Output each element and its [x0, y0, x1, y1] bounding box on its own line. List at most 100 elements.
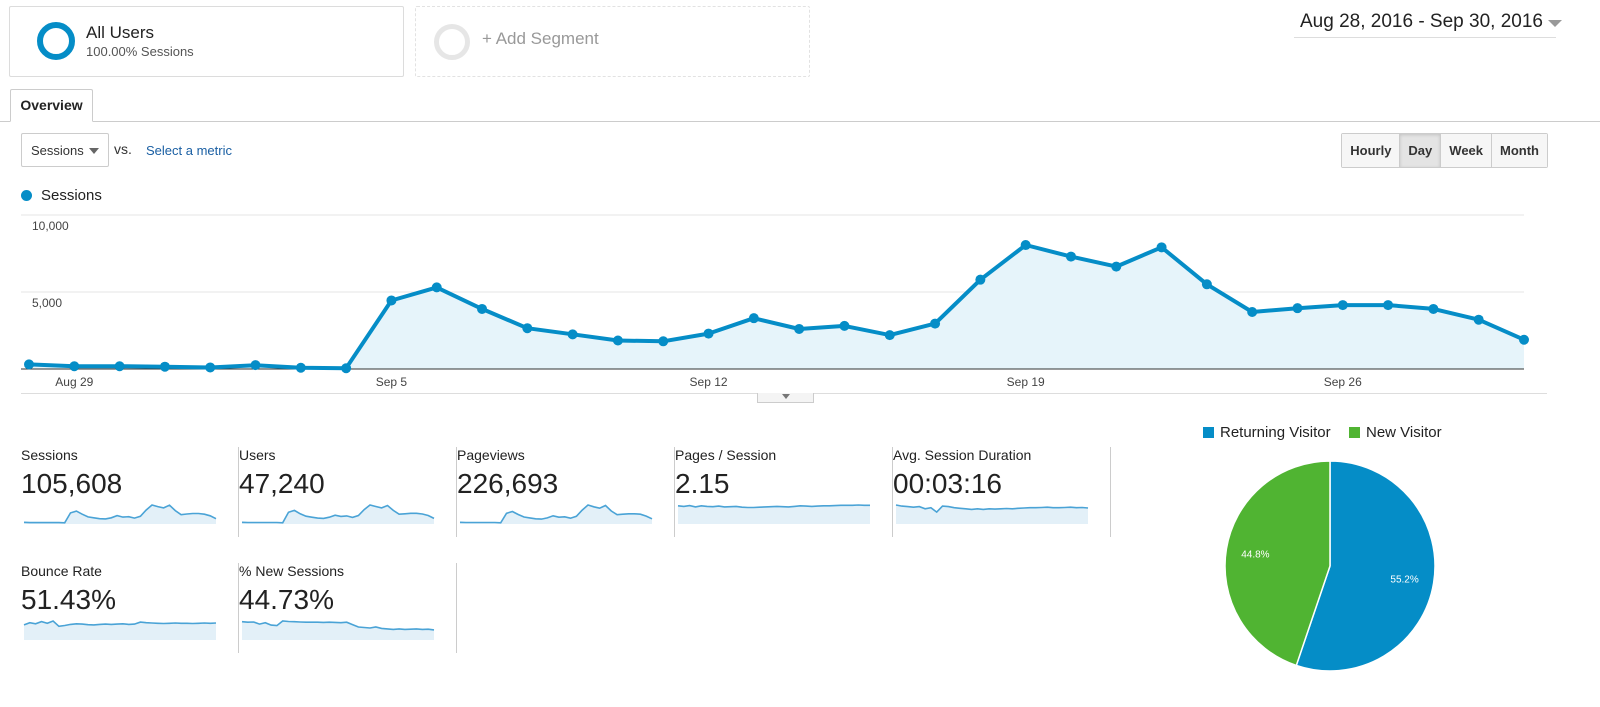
sparkline-area	[242, 621, 434, 640]
data-point	[1065, 251, 1076, 262]
sparkline-line	[241, 620, 435, 631]
sessions-area	[29, 245, 1524, 369]
sparkline-line	[23, 504, 217, 524]
sparkline-line	[677, 504, 870, 509]
granularity-week-button[interactable]: Week	[1440, 134, 1492, 167]
sparkline-area	[24, 505, 216, 524]
stat-card-avg-session-duration[interactable]: Avg. Session Duration 00:03:16	[893, 447, 1111, 537]
stat-card-pageviews[interactable]: Pageviews 226,693	[457, 447, 675, 537]
data-point	[159, 361, 170, 372]
y-tick-label: 5,000	[32, 296, 62, 310]
select-metric-link[interactable]: Select a metric	[146, 143, 232, 158]
stat-value: 105,608	[21, 468, 123, 499]
stat-value: 00:03:16	[893, 468, 1002, 499]
pie-legend-label: New Visitor	[1366, 424, 1442, 441]
granularity-day-button[interactable]: Day	[1399, 134, 1441, 167]
data-point	[386, 295, 397, 306]
data-point	[1111, 261, 1122, 272]
data-point	[477, 303, 488, 314]
data-point	[794, 323, 805, 334]
data-point	[1201, 279, 1212, 290]
data-point	[341, 363, 352, 374]
sparkline	[459, 504, 653, 524]
x-tick-label: Sep 5	[376, 375, 408, 389]
stat-label: Sessions	[21, 447, 78, 463]
pie-legend-returning[interactable]: Returning Visitor	[1203, 424, 1331, 441]
tab-divider	[0, 121, 1600, 122]
stat-label: Users	[239, 447, 276, 463]
chevron-down-icon	[1548, 20, 1562, 27]
chevron-down-icon	[89, 148, 99, 154]
sessions-legend-dot	[21, 190, 32, 201]
pie-slice	[1224, 460, 1331, 667]
empty-segment-ring-icon	[434, 24, 470, 60]
pie-slice	[1295, 460, 1436, 672]
granularity-hourly-button[interactable]: Hourly	[1342, 134, 1400, 167]
data-point	[24, 359, 34, 370]
data-point	[431, 282, 442, 293]
data-point	[1519, 334, 1529, 345]
segment-title: All Users	[86, 23, 155, 42]
y-tick-label: 10,000	[32, 219, 69, 233]
stat-card-pages-per-session[interactable]: Pages / Session 2.15	[675, 447, 893, 537]
stat-card-bounce-rate[interactable]: Bounce Rate 51.43%	[21, 563, 239, 653]
add-segment-button[interactable]: + Add Segment	[415, 6, 810, 77]
new-visitor-swatch	[1349, 427, 1360, 438]
data-point	[522, 323, 533, 334]
x-tick-label: Sep 12	[690, 375, 728, 389]
sessions-line-chart: 5,000 10,000 Aug 29 Sep 5 Sep 12 Sep 19 Sep 26	[21, 214, 1529, 389]
sparkline-line	[459, 504, 653, 524]
date-range-picker[interactable]: Aug 28, 2016 - Sep 30, 2016	[1294, 8, 1562, 38]
data-point	[250, 360, 261, 371]
granularity-toggle: Hourly Day Week Month	[1341, 133, 1548, 168]
pie-slice-label: 44.8%	[1241, 550, 1269, 561]
x-tick-label: Sep 26	[1324, 375, 1362, 389]
metric-select-value: Sessions	[31, 143, 84, 158]
data-point	[1383, 300, 1394, 311]
x-tick-label: Aug 29	[55, 375, 93, 389]
stat-card-new-sessions[interactable]: % New Sessions 44.73%	[239, 563, 457, 653]
stat-value: 2.15	[675, 468, 730, 499]
stat-card-users[interactable]: Users 47,240	[239, 447, 457, 537]
stat-label: Avg. Session Duration	[893, 447, 1032, 463]
sparkline-area	[896, 505, 1088, 524]
data-point	[839, 320, 850, 331]
stat-value: 44.73%	[239, 584, 334, 615]
data-point	[567, 329, 578, 340]
sparkline-area	[24, 621, 216, 640]
sessions-legend-label: Sessions	[41, 187, 102, 204]
segment-all-users[interactable]: All Users 100.00% Sessions	[9, 6, 404, 77]
stat-label: Pageviews	[457, 447, 525, 463]
x-tick-label: Sep 19	[1007, 375, 1045, 389]
stat-value: 51.43%	[21, 584, 116, 615]
data-point	[114, 361, 125, 372]
chart-collapse-handle[interactable]	[757, 393, 814, 403]
pie-legend-new[interactable]: New Visitor	[1349, 424, 1442, 441]
data-point	[205, 362, 216, 373]
date-range-label: Aug 28, 2016 - Sep 30, 2016	[1300, 11, 1543, 32]
stat-label: Pages / Session	[675, 447, 777, 463]
data-point	[295, 362, 306, 373]
sparkline	[895, 504, 1089, 524]
stat-value: 226,693	[457, 468, 559, 499]
sparkline	[677, 504, 870, 524]
pie-slice-label: 55.2%	[1390, 574, 1418, 585]
sparkline-area	[242, 505, 434, 524]
stat-label: Bounce Rate	[21, 563, 102, 579]
granularity-month-button[interactable]: Month	[1491, 134, 1547, 167]
vs-label: vs.	[114, 141, 132, 157]
segment-subtitle: 100.00% Sessions	[86, 44, 194, 59]
tab-overview[interactable]: Overview	[10, 89, 93, 122]
sparkline-line	[241, 504, 435, 524]
data-point	[748, 313, 759, 324]
sparkline-line	[23, 620, 217, 628]
sparkline	[241, 504, 435, 524]
stat-card-sessions[interactable]: Sessions 105,608	[21, 447, 239, 537]
data-point	[975, 274, 986, 285]
segment-ring-icon	[37, 22, 75, 60]
returning-visitor-swatch	[1203, 427, 1214, 438]
pie-legend-label: Returning Visitor	[1220, 424, 1331, 441]
metric-select[interactable]: Sessions	[21, 133, 109, 167]
data-point	[930, 318, 941, 329]
sessions-line	[28, 243, 1525, 371]
